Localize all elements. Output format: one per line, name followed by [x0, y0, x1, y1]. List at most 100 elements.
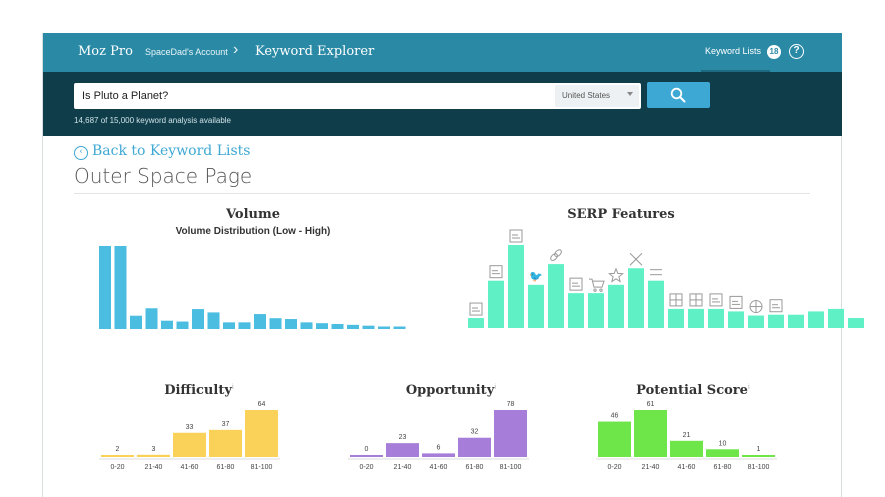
volume-bar[interactable]: [145, 308, 158, 329]
opportunity-chart-category-label: 81-100: [500, 464, 522, 471]
serp-feature-bar[interactable]: [568, 293, 584, 328]
opportunity-chart-value-label: 23: [399, 434, 407, 441]
potential-score-chart-bar[interactable]: [634, 410, 667, 457]
serp-feature-bar[interactable]: [688, 308, 704, 328]
serp-feature-bar[interactable]: [788, 314, 804, 328]
volume-bar[interactable]: [331, 324, 344, 329]
potential-score-chart-category-label: 41-60: [678, 464, 696, 471]
back-link-label: Back to Keyword Lists: [92, 143, 251, 159]
volume-bar[interactable]: [114, 246, 127, 329]
page-title: Outer Space Page: [74, 164, 253, 188]
grid-icon: [689, 293, 703, 307]
serp-features-chart-title: SERP Features: [567, 207, 675, 222]
document-icon: [769, 299, 783, 313]
arrows-icon: [650, 269, 662, 276]
volume-bar[interactable]: [238, 322, 251, 329]
serp-feature-bar[interactable]: [508, 245, 524, 328]
potential-score-chart-bar[interactable]: [706, 449, 739, 457]
serp-feature-bar[interactable]: [488, 280, 504, 328]
serp-feature-bar[interactable]: [728, 311, 744, 328]
potential-score-chart: 46 0-20 61 21-40 21 41-60 10 61-80 1 81-100: [596, 401, 777, 471]
opportunity-chart-bar[interactable]: [422, 453, 455, 457]
difficulty-chart-bar[interactable]: [209, 429, 242, 457]
volume-bar[interactable]: [192, 309, 204, 329]
volume-bar[interactable]: [269, 318, 282, 329]
news-icon: [509, 229, 523, 243]
serp-feature-bar[interactable]: [588, 293, 604, 328]
help-icon[interactable]: ?: [789, 44, 804, 59]
volume-bar[interactable]: [99, 246, 111, 329]
difficulty-chart-bar[interactable]: [101, 455, 134, 457]
opportunity-chart-bar[interactable]: [386, 443, 419, 457]
serp-feature-bar[interactable]: [768, 314, 784, 328]
account-link[interactable]: SpaceDad's Account: [145, 47, 228, 57]
potential-score-chart-title: Potential Scorei: [613, 383, 773, 398]
serp-feature-bar[interactable]: [528, 284, 544, 328]
potential-score-chart-category-label: 61-80: [714, 464, 732, 471]
volume-bar[interactable]: [347, 324, 359, 329]
opportunity-chart-bar[interactable]: [458, 437, 491, 457]
volume-chart-subtitle: Volume Distribution (Low - High): [175, 226, 331, 237]
volume-bar[interactable]: [223, 322, 235, 329]
brand-logo[interactable]: Moz Pro: [78, 44, 133, 59]
potential-score-chart-category-label: 21-40: [642, 464, 660, 471]
opportunity-chart-bar[interactable]: [350, 455, 383, 457]
opportunity-chart-value-label: 0: [365, 446, 369, 453]
twitter-glyph: 🐦: [529, 271, 543, 283]
difficulty-chart-category-label: 81-100: [251, 464, 273, 471]
difficulty-chart-category-label: 41-60: [181, 464, 199, 471]
serp-feature-bar[interactable]: [708, 308, 724, 328]
country-select[interactable]: United States: [555, 85, 639, 107]
serp-feature-bar[interactable]: [668, 308, 684, 328]
volume-bar[interactable]: [254, 314, 266, 329]
potential-info-icon[interactable]: i: [747, 383, 750, 391]
opportunity-chart-category-label: 61-80: [466, 464, 484, 471]
potential-title-text: Potential Score: [636, 383, 748, 398]
back-to-keyword-lists-link[interactable]: ‹ Back to Keyword Lists: [74, 143, 250, 160]
chevron-down-icon: [627, 92, 633, 96]
difficulty-chart-bar[interactable]: [245, 410, 278, 457]
link-icon: [550, 249, 562, 261]
volume-bar[interactable]: [207, 312, 220, 329]
volume-bar[interactable]: [176, 321, 189, 329]
opportunity-chart-category-label: 41-60: [430, 464, 448, 471]
volume-bar[interactable]: [316, 323, 328, 329]
image-icon: [469, 302, 483, 316]
difficulty-chart-value-label: 2: [116, 446, 120, 453]
opportunity-info-icon[interactable]: i: [494, 383, 497, 391]
potential-score-chart-bar[interactable]: [670, 440, 703, 457]
document-icon: [569, 277, 583, 291]
serp-feature-bar[interactable]: [808, 311, 824, 328]
keyword-lists-link[interactable]: Keyword Lists: [705, 46, 762, 56]
breadcrumb-chevron-icon: ›: [233, 41, 239, 58]
chevron-left-icon: ‹: [74, 146, 88, 160]
volume-bar[interactable]: [378, 326, 390, 329]
volume-bar[interactable]: [300, 322, 313, 329]
serp-feature-bar[interactable]: [848, 318, 864, 328]
potential-score-chart-bar[interactable]: [598, 421, 631, 457]
difficulty-chart-bar[interactable]: [173, 432, 206, 457]
volume-bar[interactable]: [362, 325, 375, 329]
serp-feature-bar[interactable]: [648, 280, 664, 328]
potential-score-chart-bar[interactable]: [742, 455, 775, 457]
serp-feature-bar[interactable]: [748, 315, 764, 328]
difficulty-chart-category-label: 0-20: [110, 464, 124, 471]
serp-feature-bar[interactable]: [608, 284, 624, 328]
grid-icon: [669, 293, 683, 307]
serp-feature-bar[interactable]: [468, 318, 484, 328]
serp-feature-bar[interactable]: [628, 268, 644, 328]
difficulty-info-icon[interactable]: i: [231, 383, 234, 391]
search-button[interactable]: [647, 82, 710, 108]
volume-bar[interactable]: [393, 326, 406, 329]
opportunity-chart: 0 0-20 23 21-40 6 41-60 32 61-80 78 81-100: [348, 401, 529, 471]
serp-feature-bar[interactable]: [548, 264, 564, 328]
volume-bar[interactable]: [130, 315, 142, 329]
keyword-search-input[interactable]: [74, 83, 641, 109]
opportunity-chart-bar[interactable]: [494, 410, 527, 457]
serp-feature-bar[interactable]: [828, 308, 844, 328]
difficulty-chart-value-label: 3: [152, 446, 156, 453]
volume-bar[interactable]: [285, 319, 297, 329]
difficulty-chart-bar[interactable]: [137, 454, 170, 457]
volume-bar[interactable]: [161, 320, 173, 329]
